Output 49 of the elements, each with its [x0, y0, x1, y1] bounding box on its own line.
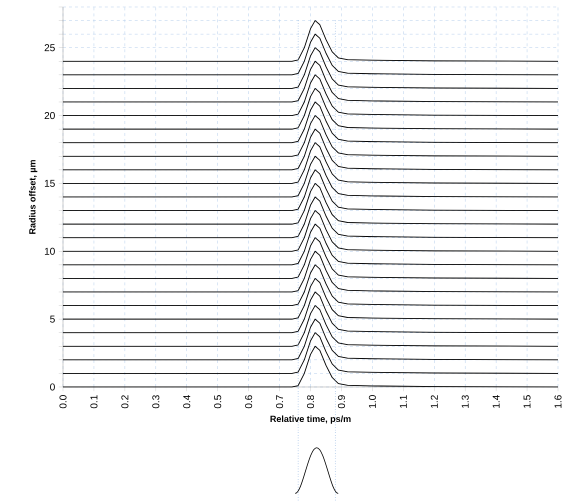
x-tick-label: 1.0 [368, 395, 376, 408]
x-tick-label: 0.3 [152, 395, 160, 408]
line-series [62, 278, 558, 320]
line-series [62, 182, 558, 225]
x-tick-label: 0.0 [59, 395, 67, 408]
x-tick-label: 1.5 [524, 395, 531, 408]
line-series [62, 169, 558, 212]
line-series [62, 318, 558, 360]
line-series [62, 332, 558, 374]
line-series [62, 142, 558, 184]
x-tick-label: 0.2 [121, 395, 128, 408]
y-tick-label: 5 [50, 316, 55, 323]
line-series [62, 156, 558, 198]
x-tick-label: 1.1 [400, 395, 407, 408]
x-tick-label: 1.4 [492, 395, 500, 408]
line-series [62, 115, 558, 157]
line-series [62, 20, 558, 62]
y-tick-label: 0 [50, 383, 55, 391]
x-tick-label: 0.8 [306, 395, 314, 408]
x-tick-label: 0.7 [276, 395, 284, 408]
x-tick-label: 0.5 [214, 395, 222, 408]
line-series [62, 224, 558, 266]
line-series [62, 102, 558, 144]
line-series [62, 292, 558, 334]
y-tick-label: 25 [44, 44, 55, 52]
x-tick-label: 0.4 [183, 395, 190, 408]
line-series [62, 237, 558, 279]
y-axis-title: Radius offset, µm [28, 160, 38, 234]
line-series [62, 88, 558, 130]
line-series [62, 196, 558, 238]
x-tick-label: 0.6 [245, 395, 252, 408]
x-tick-label: 1.2 [430, 395, 438, 408]
line-series [62, 60, 558, 102]
line-series [62, 250, 558, 292]
line-series [62, 264, 558, 306]
line-series [62, 128, 558, 170]
x-tick-label: 1.3 [462, 395, 469, 408]
line-series [62, 47, 558, 89]
line-series [62, 74, 558, 116]
x-tick-label: 1.6 [554, 395, 562, 408]
line-series [62, 305, 558, 347]
line-series [62, 210, 558, 252]
x-axis-title: Relative time, ps/m [270, 415, 351, 424]
y-tick-label: 20 [44, 112, 55, 120]
x-tick-label: 0.9 [338, 395, 345, 408]
line-series [62, 34, 558, 76]
y-tick-label: 15 [44, 180, 55, 187]
x-tick-label: 0.1 [90, 395, 98, 408]
y-tick-label: 10 [44, 248, 55, 255]
